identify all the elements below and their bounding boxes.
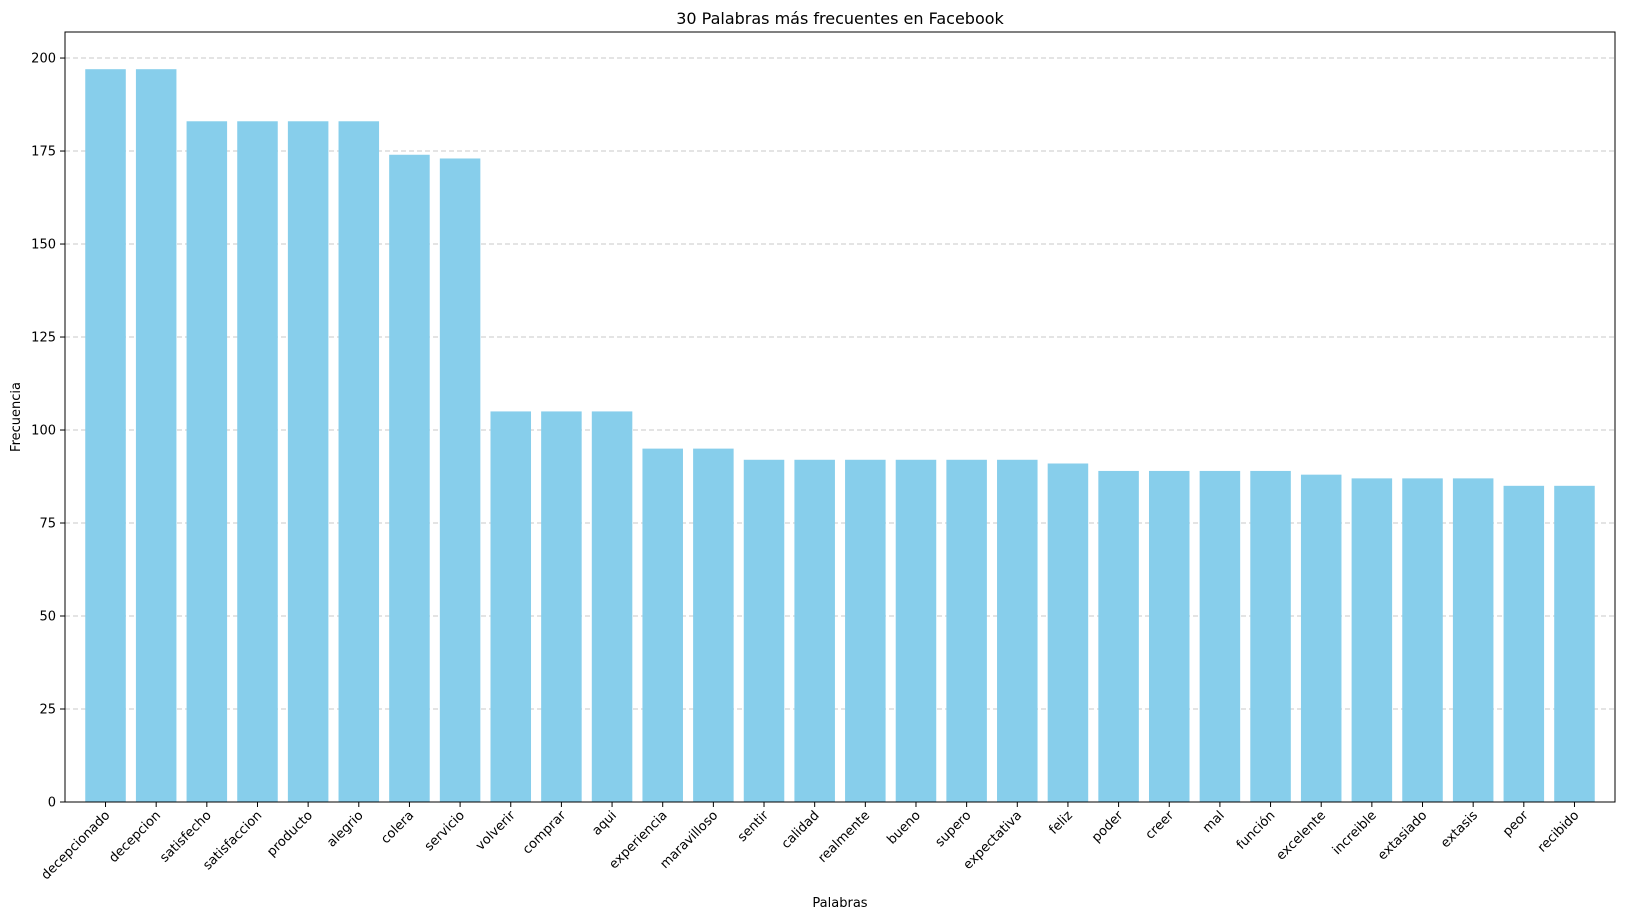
y-axis-label: Frecuencia — [9, 382, 24, 452]
y-tick-label: 150 — [31, 238, 56, 253]
y-tick-label: 0 — [48, 796, 56, 811]
bar-extasis — [1452, 478, 1494, 802]
chart-title: 30 Palabras más frecuentes en Facebook — [676, 9, 1004, 28]
bar-decepcionado — [85, 69, 126, 803]
bar-satisfecho — [186, 121, 228, 802]
bar-increible — [1351, 478, 1393, 802]
bar-mal — [1199, 470, 1241, 802]
y-tick-label: 100 — [31, 424, 56, 439]
bar-satisfaccion — [237, 121, 278, 802]
bar-aqui — [591, 411, 633, 802]
bar-calidad — [794, 459, 835, 802]
bar-poder — [1098, 470, 1139, 802]
x-axis-label: Palabras — [812, 896, 867, 911]
y-axis-ticks: 0 25 50 75 100 125 150 175 200 — [31, 52, 65, 811]
y-tick-label: 75 — [39, 517, 56, 532]
bar-colera — [389, 154, 430, 803]
bar-producto — [287, 121, 329, 802]
y-tick-label: 125 — [31, 331, 56, 346]
bar-peor — [1503, 485, 1545, 802]
y-tick-label: 25 — [39, 703, 56, 718]
bar-recibido — [1554, 485, 1595, 802]
bar-servicio — [439, 158, 481, 802]
bar-supero — [946, 459, 987, 802]
bar-volverir — [490, 411, 532, 802]
bar-excelente — [1300, 474, 1342, 802]
y-tick-label: 50 — [39, 610, 56, 625]
bars — [85, 69, 1595, 803]
bar-feliz — [1047, 463, 1089, 802]
y-tick-label: 175 — [31, 145, 56, 160]
bar-creer — [1148, 470, 1190, 802]
bar-alegrio — [338, 121, 380, 802]
bar-expectativa — [997, 459, 1038, 802]
y-tick-label: 200 — [31, 52, 56, 67]
bar-experiencia — [642, 448, 683, 802]
bar-comprar — [541, 411, 582, 802]
bar-sentir — [743, 459, 785, 802]
bar-decepcion — [135, 69, 177, 803]
bar-bueno — [895, 459, 937, 802]
bar-función — [1250, 470, 1291, 802]
bar-maravilloso — [693, 448, 734, 802]
bar-realmente — [845, 459, 886, 802]
plot-frame — [64, 31, 1616, 803]
bar-extasiado — [1402, 478, 1443, 802]
